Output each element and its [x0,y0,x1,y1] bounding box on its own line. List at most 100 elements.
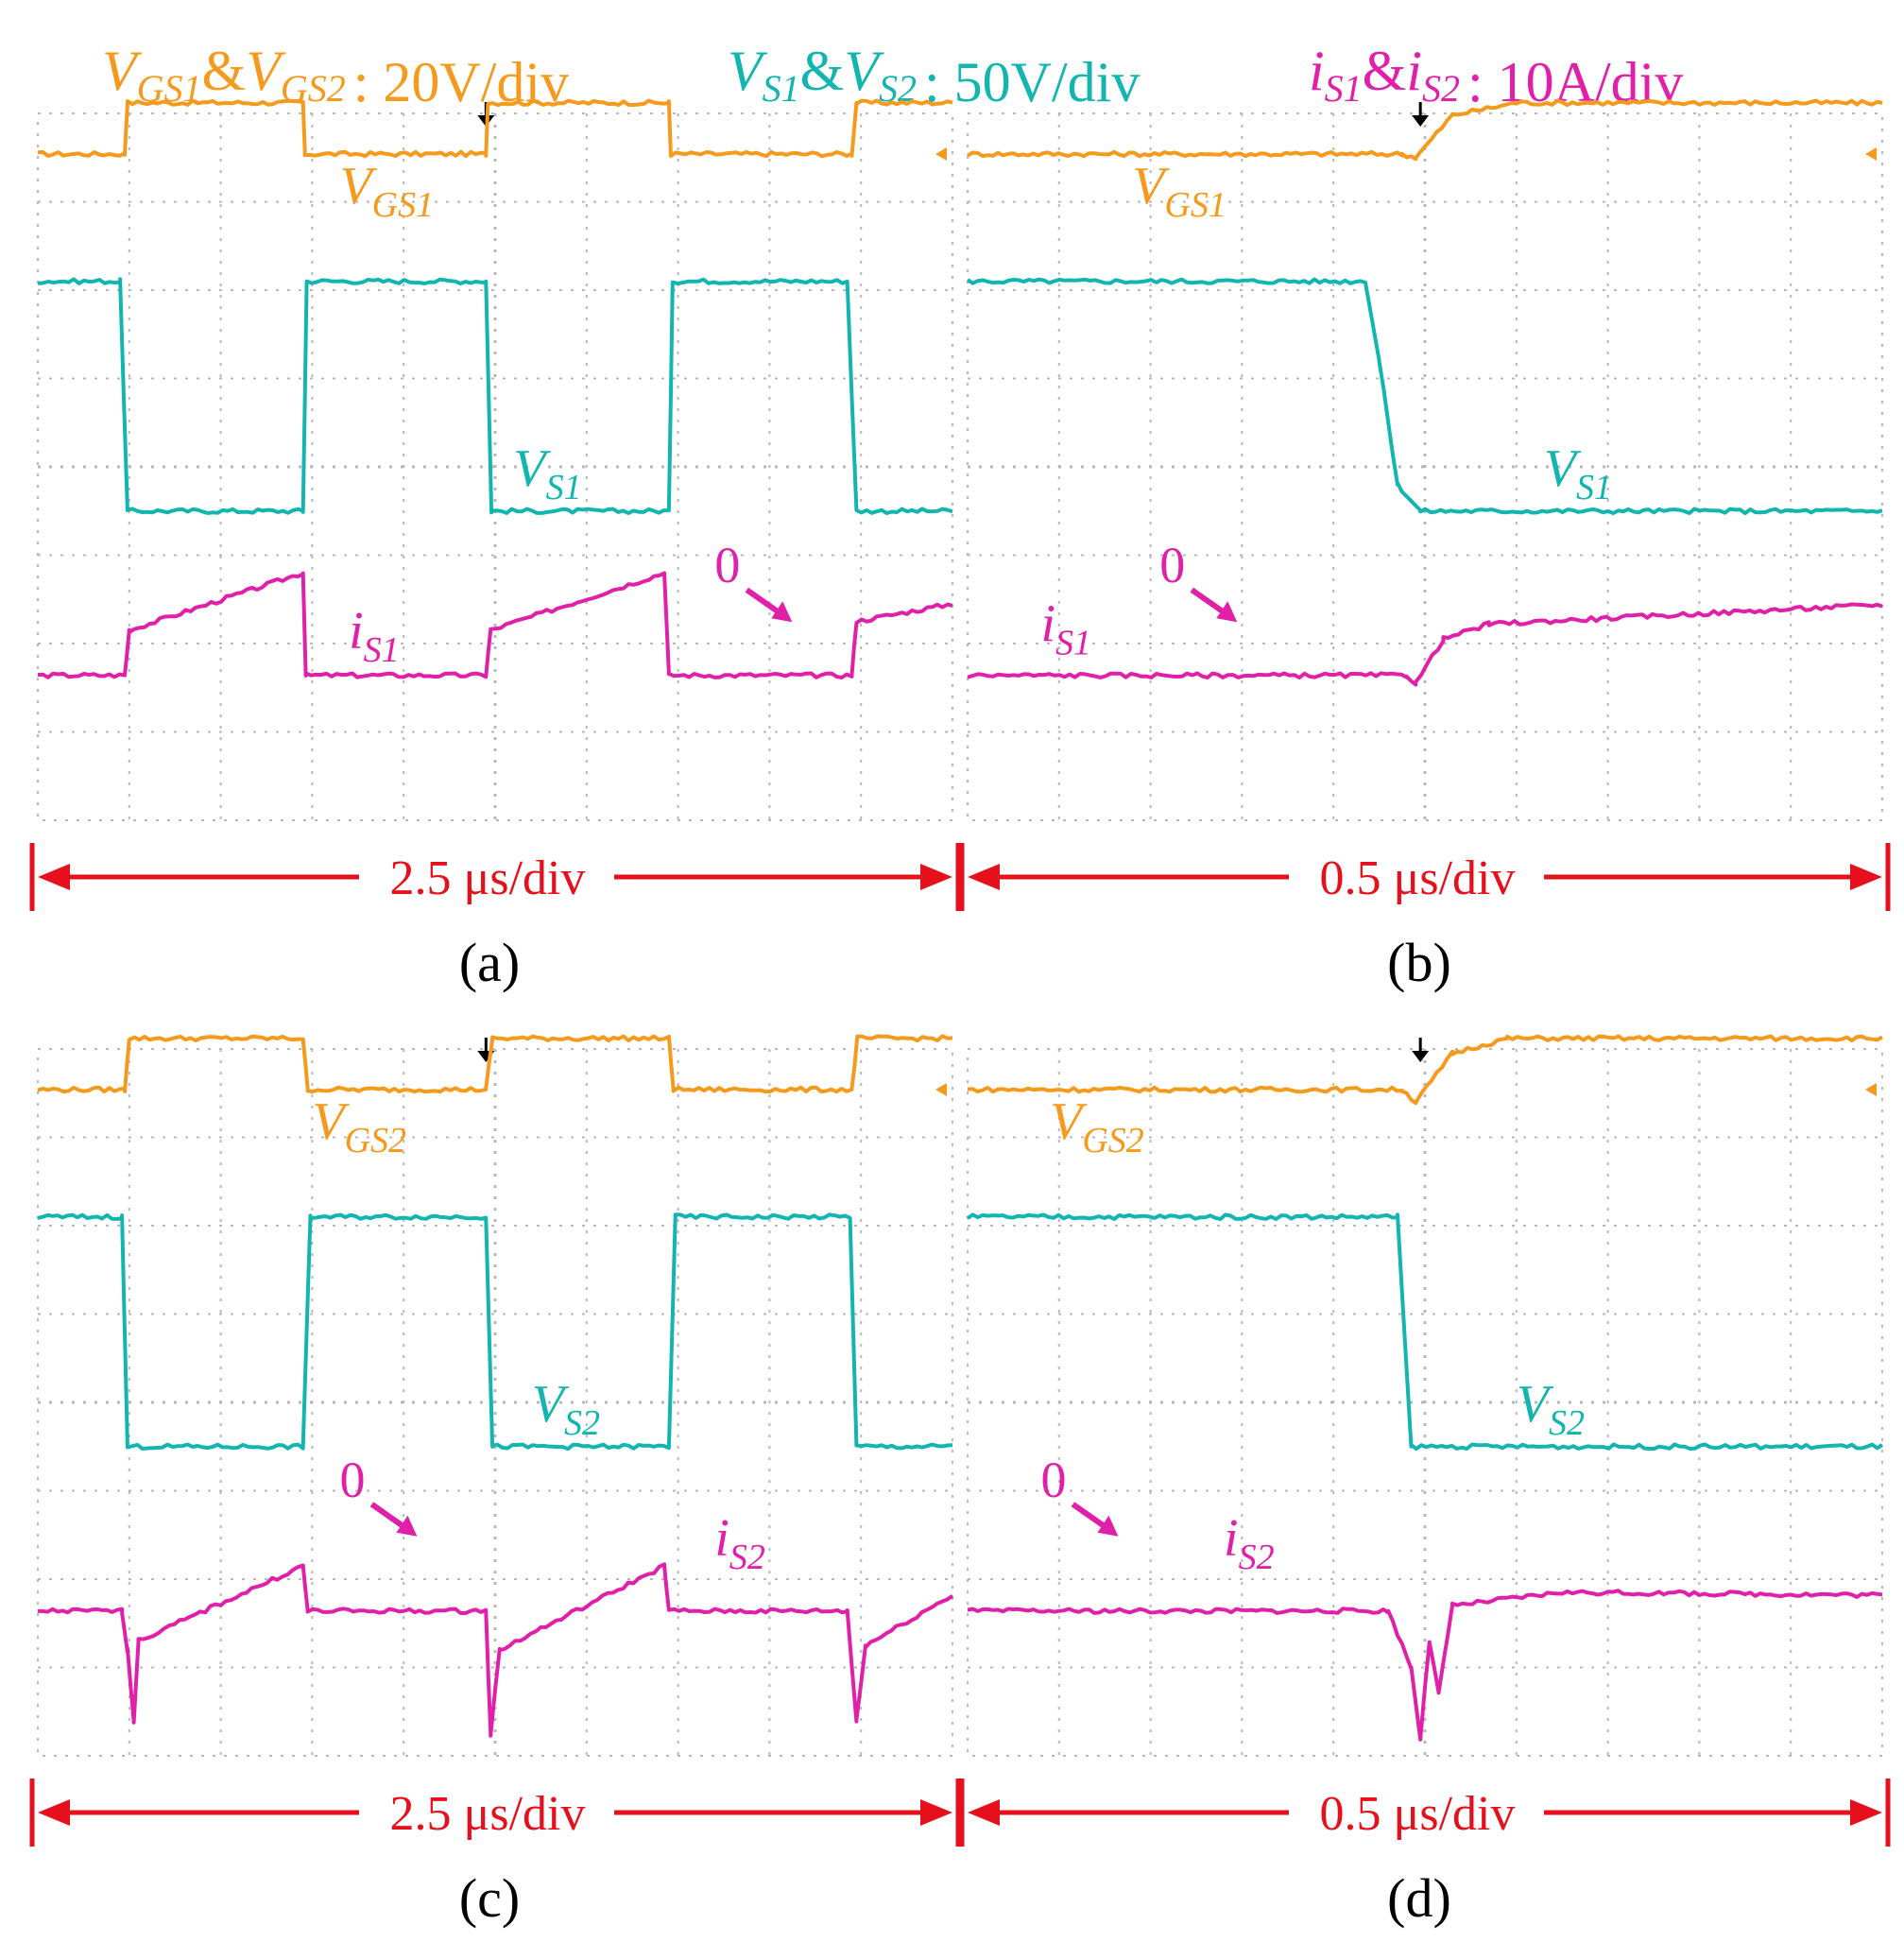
label-base: V [1517,1375,1554,1434]
legend-symbol: V [246,40,286,102]
trigger-marker [1412,1051,1430,1062]
label-subscript: GS2 [345,1121,406,1160]
label-subscript: S2 [564,1403,600,1443]
label-vs: VS2 [532,1375,600,1443]
trace-vgs [37,1034,953,1094]
label-base: V [1050,1092,1088,1151]
label-subscript: S2 [729,1538,765,1577]
time-scale: 2.5 μs/div [29,843,961,911]
legend-symbol: V [728,40,768,102]
legend-subscript: GS2 [281,67,346,110]
trace-vgs [967,1034,1883,1106]
label-subscript: S1 [1055,624,1091,663]
time-scale-label: 2.5 μs/div [389,1787,585,1841]
legend-sep: & [800,40,845,102]
time-scale-head-right [1850,1799,1882,1826]
time-scale-label: 2.5 μs/div [389,851,585,905]
time-scale: 2.5 μs/div [29,1779,961,1847]
label-base: V [339,157,377,215]
legend-symbol: V [844,40,884,102]
time-scale: 0.5 μs/div [959,1779,1891,1847]
level-marker [1865,1083,1877,1097]
label-is: iS1 [1040,595,1091,663]
label-subscript: S2 [1239,1538,1275,1577]
trace-vgs [37,98,953,159]
label-base: i [1040,595,1055,654]
legend-subscript: S1 [1325,67,1363,110]
trace-vs [966,1212,1884,1452]
panel-caption: (c) [459,1867,520,1929]
legend-vgs: VGS1&VGS2: 20V/div [102,40,569,113]
trace-is [37,571,953,679]
label-subscript: S1 [364,630,400,670]
label-subscript: S1 [1576,468,1612,507]
legend-symbol: V [102,40,143,102]
panel-caption: (a) [459,932,520,993]
label-vgs: VGS2 [1050,1092,1144,1160]
label-vs: VS1 [1544,439,1612,507]
label-is: iS2 [714,1509,765,1577]
trigger-marker [1412,115,1430,127]
zero-arrow-head [771,601,793,623]
legend-is: iS1&iS2: 10A/div [1309,40,1683,113]
time-scale-head-left [38,1799,70,1826]
label-base: i [349,602,364,661]
legend: VGS1&VGS2: 20V/div VS1&VS2: 50V/div iS1&iS… [102,40,1683,113]
trace-is [967,1589,1883,1742]
label-base: i [714,1509,729,1568]
panel-caption: (b) [1387,932,1451,993]
panel-caption: (d) [1387,1867,1451,1929]
trace-vs [966,277,1883,516]
trace-vs [37,1212,953,1452]
legend-scale: : 50V/div [924,51,1140,113]
time-scale-label: 0.5 μs/div [1319,1787,1515,1841]
label-base: V [1544,439,1582,498]
zero-label: 0 [714,537,740,593]
label-is: iS2 [1224,1509,1275,1577]
legend-subscript: S1 [763,67,800,110]
zero-label: 0 [1159,537,1185,593]
time-scale-head-left [968,1799,1000,1826]
trace-is [967,602,1883,687]
time-scale-label: 0.5 μs/div [1319,851,1515,905]
legend-sep: & [202,40,247,102]
zero-arrow-head [1097,1515,1119,1537]
label-subscript: GS1 [372,185,434,225]
label-vgs: VGS1 [1132,157,1226,225]
legend-symbol: i [1406,40,1422,102]
legend-symbol: i [1309,40,1325,102]
level-marker [935,1083,947,1097]
label-subscript: S1 [546,468,582,507]
level-marker [935,147,947,162]
zero-arrow-head [396,1515,418,1537]
label-subscript: GS1 [1164,185,1226,225]
label-vgs: VGS1 [339,157,434,225]
label-subscript: GS2 [1082,1121,1143,1160]
zero-label: 0 [1040,1452,1066,1508]
legend-scale: : 20V/div [353,51,569,113]
zero-arrow-head [1216,601,1238,623]
trace-is [37,1562,954,1738]
level-marker [1865,147,1877,162]
label-subscript: S2 [1549,1403,1585,1443]
trace-vgs [966,98,1883,162]
legend-sep: & [1363,40,1407,102]
label-base: V [1132,157,1170,215]
label-vs: VS2 [1517,1375,1585,1443]
label-base: V [532,1375,570,1434]
time-scale-head-right [920,1799,952,1826]
legend-subscript: S2 [1422,67,1460,110]
time-scale-head-right [1850,864,1882,890]
label-base: V [312,1092,350,1151]
label-base: i [1224,1509,1239,1568]
time-scale-head-left [968,864,1000,890]
label-vgs: VGS2 [312,1092,406,1160]
time-scale-head-left [38,864,70,890]
zero-label: 0 [339,1452,365,1508]
trace-vs [37,277,953,515]
label-base: V [513,439,551,498]
